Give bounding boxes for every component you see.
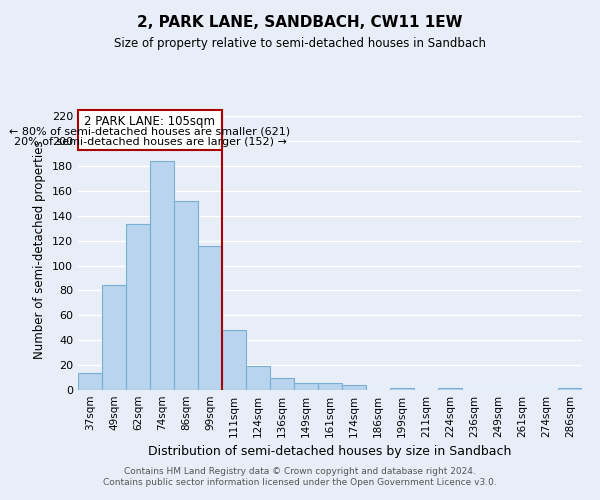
Text: Size of property relative to semi-detached houses in Sandbach: Size of property relative to semi-detach…	[114, 38, 486, 51]
Text: Contains HM Land Registry data © Crown copyright and database right 2024.: Contains HM Land Registry data © Crown c…	[124, 467, 476, 476]
Bar	[126, 224, 150, 390]
Text: 2 PARK LANE: 105sqm: 2 PARK LANE: 105sqm	[85, 115, 215, 128]
Bar	[318, 382, 342, 390]
Bar	[222, 330, 246, 390]
Bar	[174, 201, 198, 390]
Text: Contains public sector information licensed under the Open Government Licence v3: Contains public sector information licen…	[103, 478, 497, 487]
X-axis label: Distribution of semi-detached houses by size in Sandbach: Distribution of semi-detached houses by …	[148, 446, 512, 458]
Bar	[558, 388, 582, 390]
Y-axis label: Number of semi-detached properties: Number of semi-detached properties	[34, 140, 46, 360]
Bar	[390, 388, 414, 390]
Bar	[270, 378, 294, 390]
Bar	[246, 366, 270, 390]
Text: 2, PARK LANE, SANDBACH, CW11 1EW: 2, PARK LANE, SANDBACH, CW11 1EW	[137, 15, 463, 30]
FancyBboxPatch shape	[78, 110, 222, 150]
Bar	[150, 161, 174, 390]
Bar	[342, 385, 366, 390]
Bar	[294, 382, 318, 390]
Text: 20% of semi-detached houses are larger (152) →: 20% of semi-detached houses are larger (…	[14, 138, 286, 147]
Bar	[198, 246, 222, 390]
Bar	[78, 372, 102, 390]
Text: ← 80% of semi-detached houses are smaller (621): ← 80% of semi-detached houses are smalle…	[10, 126, 290, 136]
Bar	[102, 286, 126, 390]
Bar	[438, 388, 462, 390]
